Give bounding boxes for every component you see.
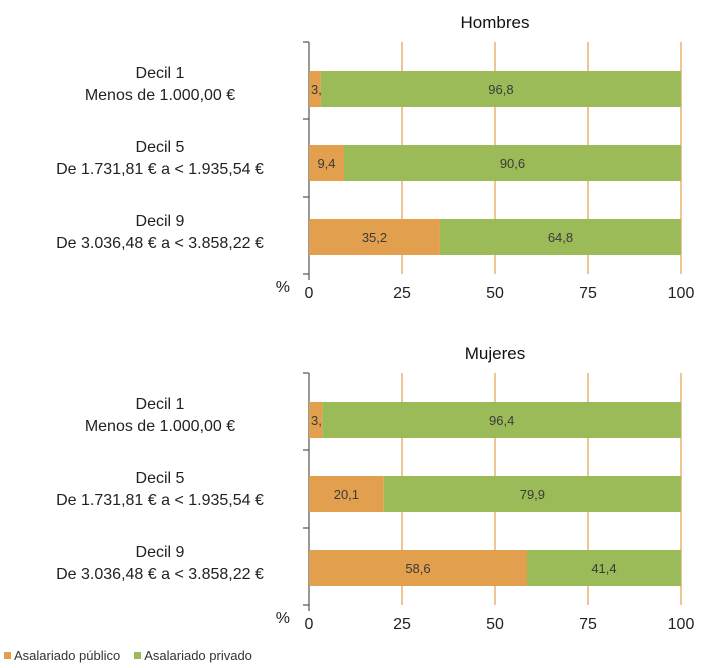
legend-item-privado: Asalariado privado xyxy=(134,648,252,663)
category-label-line2: De 1.731,81 € a < 1.935,54 € xyxy=(56,492,264,509)
panel-title: Hombres xyxy=(461,13,530,32)
bar-privado xyxy=(343,145,681,181)
x-unit-label: % xyxy=(276,279,290,296)
data-label-privado: 96,8 xyxy=(488,82,513,97)
legend-label-publico: Asalariado público xyxy=(14,648,121,663)
x-tick-label: 25 xyxy=(393,616,411,633)
category-label-line1: Decil 5 xyxy=(136,139,185,156)
x-tick-label: 0 xyxy=(305,285,314,302)
data-label-privado: 41,4 xyxy=(591,561,616,576)
data-label-publico: 20,1 xyxy=(334,487,359,502)
x-tick-label: 50 xyxy=(486,285,504,302)
data-label-privado: 96,4 xyxy=(489,413,514,428)
legend-swatch-privado xyxy=(134,652,142,659)
bar-publico xyxy=(309,402,323,438)
x-unit-label: % xyxy=(276,610,290,627)
bar-publico xyxy=(309,550,527,586)
category-label-line1: Decil 5 xyxy=(136,470,185,487)
bar-privado xyxy=(439,219,681,255)
category-label-line2: De 3.036,48 € a < 3.858,22 € xyxy=(56,235,264,252)
x-tick-label: 75 xyxy=(579,285,597,302)
bar-privado xyxy=(322,402,681,438)
category-label-line2: De 3.036,48 € a < 3.858,22 € xyxy=(56,566,264,583)
data-label-privado: 79,9 xyxy=(520,487,545,502)
data-label-publico: 9,4 xyxy=(317,156,335,171)
bar-privado xyxy=(320,71,681,107)
bar-publico xyxy=(309,145,344,181)
legend-label-privado: Asalariado privado xyxy=(144,648,252,663)
x-tick-label: 75 xyxy=(579,616,597,633)
category-label-line2: De 1.731,81 € a < 1.935,54 € xyxy=(56,161,264,178)
legend-swatch-publico xyxy=(4,652,11,659)
bar-privado xyxy=(383,476,681,512)
bar-publico xyxy=(309,476,384,512)
bar-publico xyxy=(309,71,321,107)
category-label-line1: Decil 9 xyxy=(136,544,185,561)
x-tick-label: 100 xyxy=(668,285,695,302)
x-tick-label: 50 xyxy=(486,616,504,633)
legend: Asalariado público Asalariado privado xyxy=(4,648,252,663)
category-label-line1: Decil 1 xyxy=(136,65,185,82)
legend-item-publico: Asalariado público xyxy=(4,648,120,663)
x-tick-label: 100 xyxy=(668,616,695,633)
category-label-line2: Menos de 1.000,00 € xyxy=(85,87,235,104)
category-label-line2: Menos de 1.000,00 € xyxy=(85,418,235,435)
x-tick-label: 0 xyxy=(305,616,314,633)
data-label-publico: 58,6 xyxy=(405,561,430,576)
data-label-privado: 64,8 xyxy=(548,230,573,245)
data-label-privado: 90,6 xyxy=(500,156,525,171)
category-label-line1: Decil 1 xyxy=(136,396,185,413)
bar-privado xyxy=(526,550,681,586)
x-tick-label: 25 xyxy=(393,285,411,302)
bar-publico xyxy=(309,219,440,255)
category-label-line1: Decil 9 xyxy=(136,213,185,230)
panel-title: Mujeres xyxy=(465,344,525,363)
data-label-publico: 35,2 xyxy=(362,230,387,245)
